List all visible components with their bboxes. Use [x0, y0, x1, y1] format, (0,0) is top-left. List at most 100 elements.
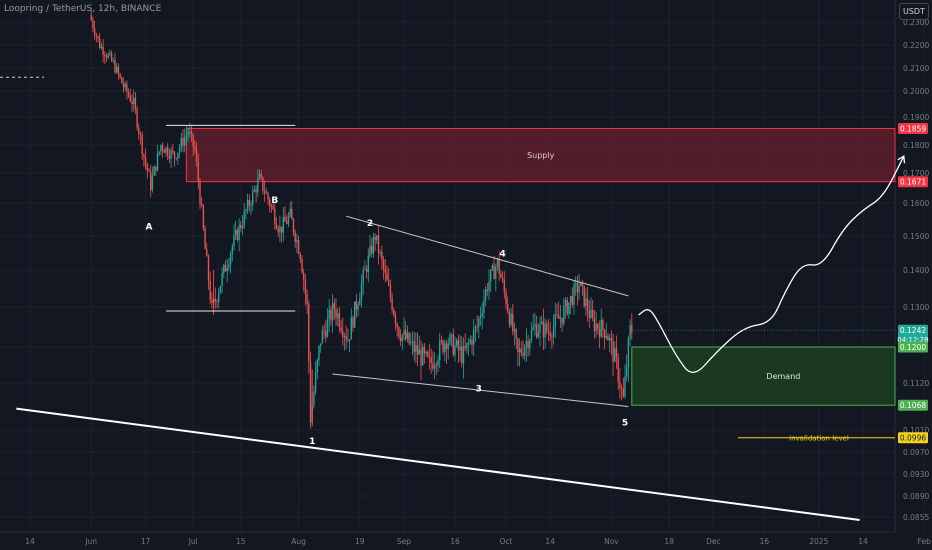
- candle-body: [163, 150, 165, 153]
- candle-body: [297, 239, 300, 254]
- price-tick-label: 0.0855: [903, 513, 929, 522]
- time-tick-label: Oct: [500, 537, 513, 546]
- candle-body: [413, 341, 415, 353]
- time-tick-label: Jul: [188, 537, 198, 546]
- candle-body: [199, 181, 201, 204]
- candle-body: [326, 318, 329, 337]
- candle-body: [500, 273, 502, 278]
- candle-body: [564, 299, 567, 307]
- candle-body: [231, 246, 233, 254]
- candle-body: [530, 329, 533, 341]
- candle-body: [235, 229, 237, 236]
- candle-body: [627, 338, 630, 368]
- candle-body: [330, 309, 332, 321]
- wave-label-1: 1: [309, 437, 315, 447]
- candle-body: [503, 279, 505, 292]
- candle-body: [518, 348, 521, 353]
- candle-body: [527, 340, 529, 349]
- price-tick-label: 0.2300: [903, 18, 929, 27]
- candle-body: [384, 268, 386, 273]
- candle-body: [541, 321, 543, 324]
- candle-body: [411, 341, 414, 343]
- candle-body: [236, 229, 239, 240]
- candle-body: [551, 336, 553, 338]
- wave-label-B: B: [271, 196, 278, 206]
- trendline-upper-wedge: [346, 215, 629, 297]
- price-badge-demand: [898, 399, 928, 411]
- candle-body: [433, 365, 436, 369]
- candle-body: [583, 285, 585, 306]
- candle-body: [447, 343, 449, 350]
- candle-body: [386, 272, 388, 281]
- currency-button[interactable]: USDT: [899, 3, 929, 20]
- candle-body: [175, 158, 177, 159]
- price-tick-label: 0.1400: [903, 266, 929, 275]
- candle-body: [255, 189, 257, 193]
- candle-body: [95, 34, 97, 37]
- candle-body: [197, 162, 199, 182]
- candle-body: [294, 232, 296, 242]
- candle-body: [534, 324, 536, 327]
- candle-body: [114, 60, 116, 73]
- candle-body: [622, 388, 624, 397]
- candle-body: [287, 216, 290, 224]
- candle-body: [425, 351, 427, 354]
- candle-body: [593, 318, 596, 332]
- demand-zone: [631, 346, 896, 406]
- candle-body: [474, 326, 477, 330]
- candle-body: [359, 298, 361, 305]
- candle-body: [170, 150, 172, 159]
- candle-body: [269, 199, 271, 207]
- candle-body: [569, 295, 572, 303]
- candle-body: [508, 311, 511, 325]
- candle-body: [490, 269, 492, 282]
- candle-body: [615, 348, 618, 358]
- candle-body: [484, 289, 487, 301]
- candle-body: [272, 206, 274, 210]
- candle-body: [542, 321, 545, 338]
- candle-body: [612, 340, 614, 362]
- candle-body: [127, 91, 130, 96]
- candle-body: [219, 286, 222, 294]
- candle-body: [467, 342, 470, 344]
- candle-body: [524, 346, 526, 356]
- candle-body: [590, 309, 592, 318]
- candle-body: [364, 268, 366, 271]
- candle-body: [505, 291, 507, 305]
- candle-body: [153, 166, 155, 176]
- price-badge-value: 0.1242: [900, 326, 926, 335]
- price-badge-demand: [898, 341, 928, 353]
- candle-body: [631, 324, 633, 333]
- candle-body: [296, 239, 298, 242]
- candle-body: [539, 323, 541, 333]
- candle-body: [603, 329, 606, 338]
- candle-body: [345, 336, 347, 341]
- candle-body: [415, 345, 417, 353]
- candle-body: [316, 359, 318, 373]
- candle-body: [495, 267, 497, 279]
- candle-body: [571, 295, 573, 306]
- candle-body: [253, 189, 256, 192]
- time-tick-label: 17: [141, 537, 151, 546]
- candle-body: [597, 324, 599, 329]
- candle-body: [148, 170, 150, 172]
- candle-body: [600, 319, 602, 337]
- candle-body: [221, 272, 223, 287]
- candle-body: [337, 313, 339, 318]
- candle-body: [144, 157, 147, 164]
- candle-body: [126, 83, 128, 92]
- candle-body: [469, 339, 471, 343]
- trendline-long-support: [16, 407, 860, 521]
- candle-body: [605, 336, 607, 338]
- candle-body: [112, 60, 114, 62]
- trendline-lower-wedge: [332, 373, 629, 407]
- candle-body: [609, 338, 611, 341]
- candle-body: [146, 163, 148, 171]
- candle-body: [510, 313, 512, 325]
- price-badge-value: 0.1671: [900, 178, 926, 187]
- candle-body: [265, 193, 267, 195]
- candle-body: [578, 286, 580, 293]
- candle-body: [544, 323, 546, 338]
- candle-body: [279, 226, 281, 232]
